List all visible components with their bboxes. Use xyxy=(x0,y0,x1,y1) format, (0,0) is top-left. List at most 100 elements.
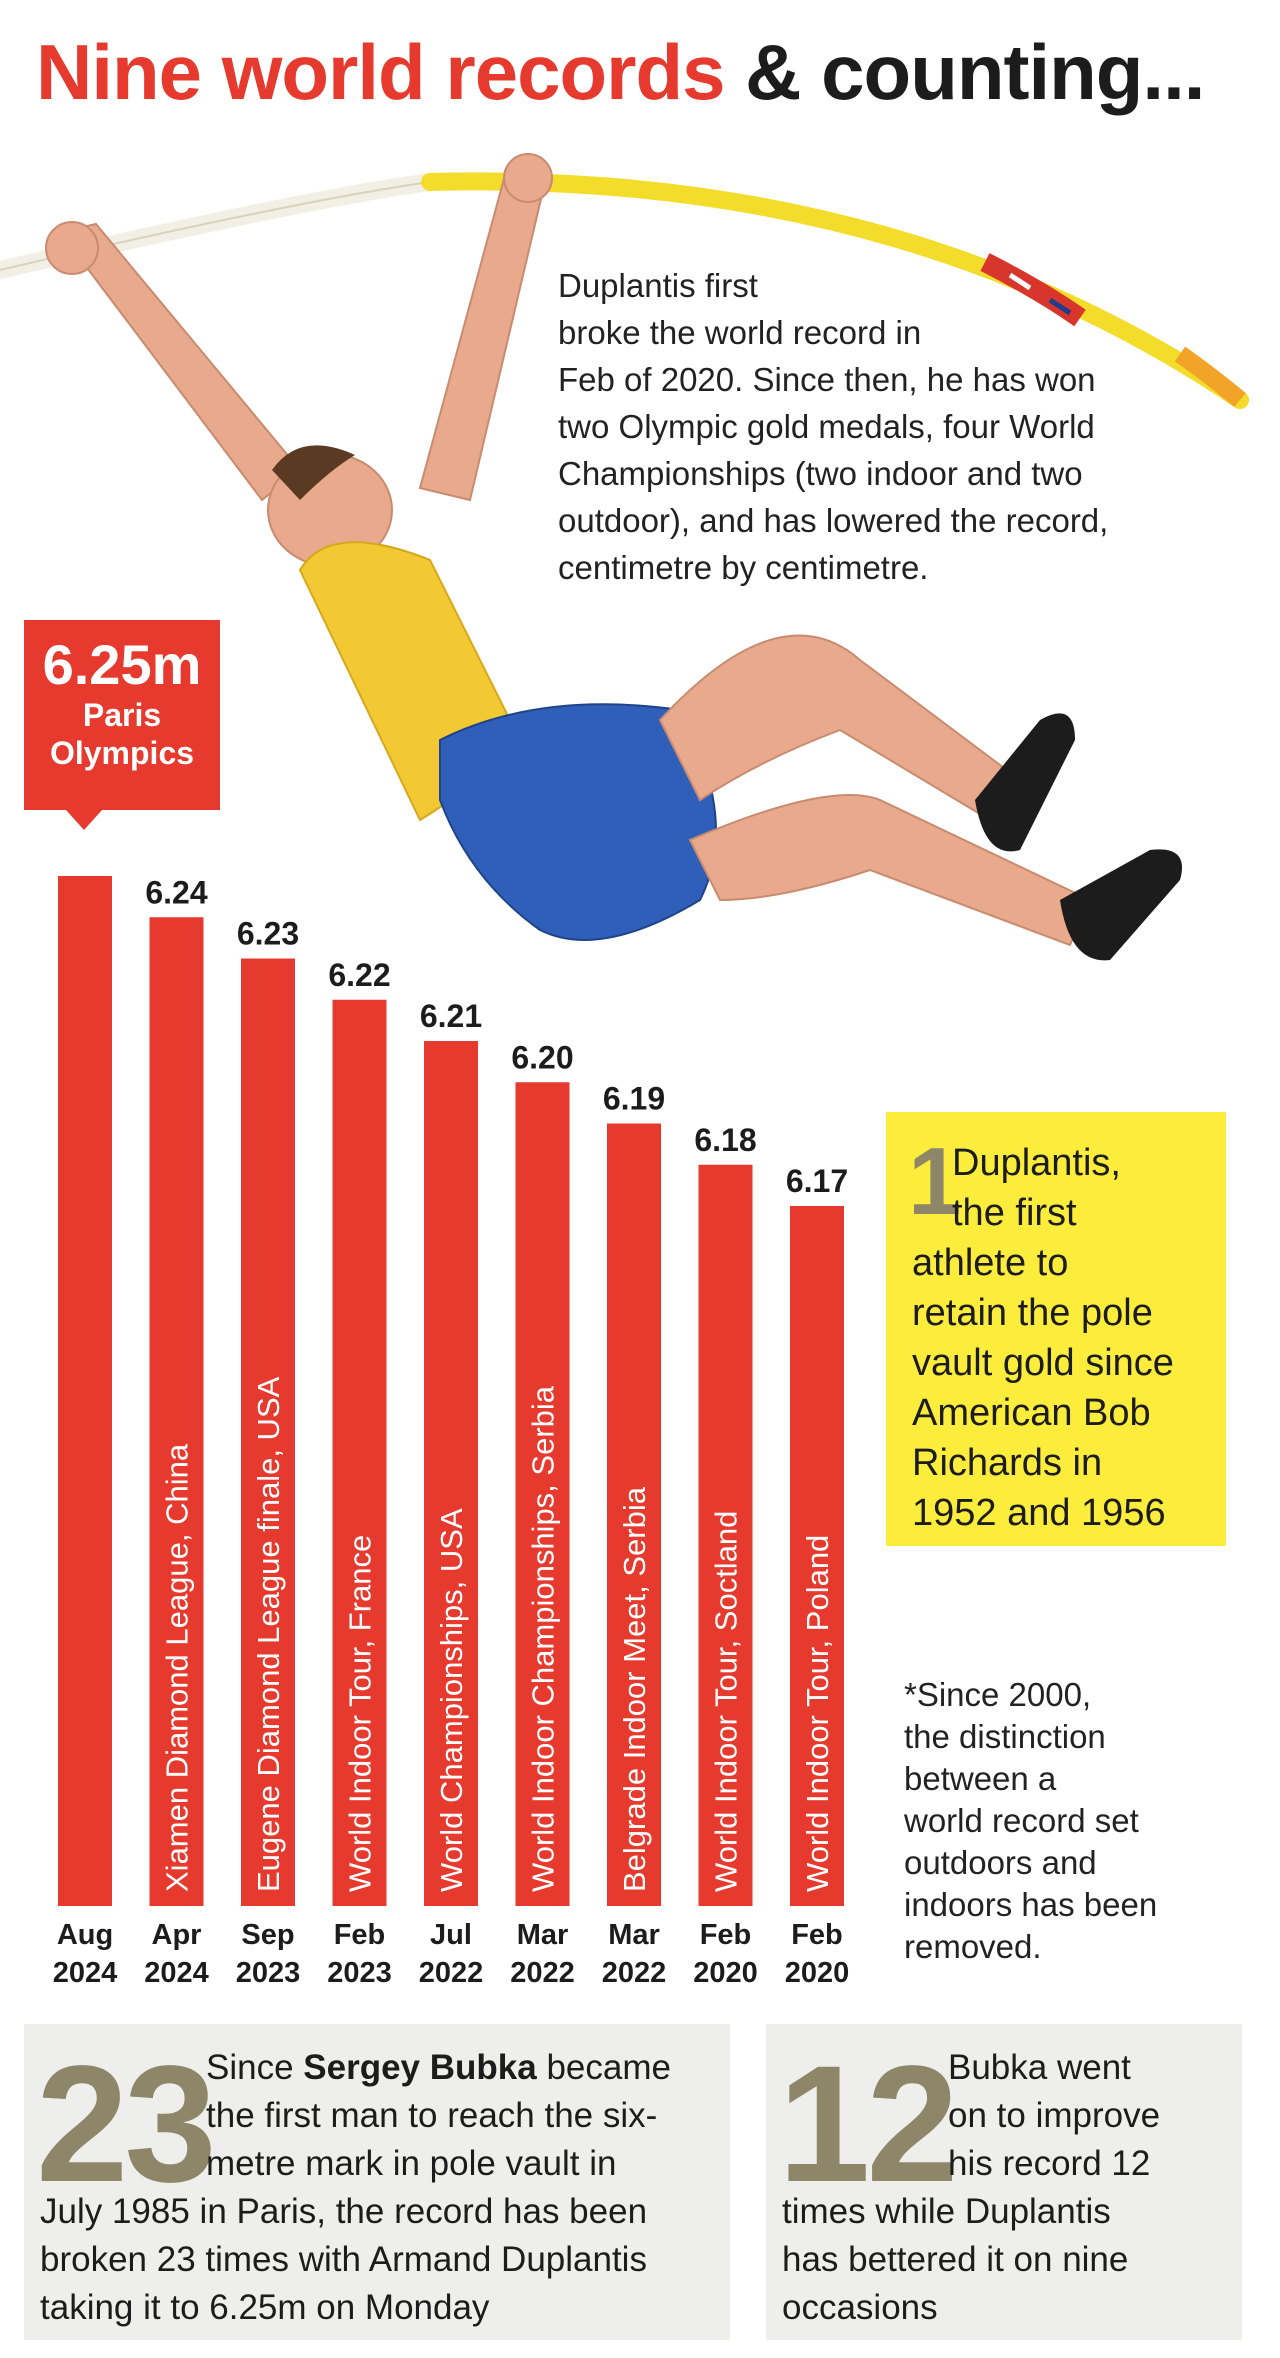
intro-line: Feb of 2020. Since then, he has won xyxy=(558,361,1096,398)
x-tick-month: Aug xyxy=(57,1919,113,1951)
footnote-line: removed. xyxy=(904,1928,1042,1965)
record-callout: 6.25m Paris Olympics xyxy=(24,620,220,810)
stat-number: 23 xyxy=(36,2032,217,2217)
side-note-line: 1952 and 1956 xyxy=(912,1492,1166,1534)
stat-line: broken 23 times with Armand Duplantis xyxy=(40,2240,647,2279)
x-tick-year: 2022 xyxy=(602,1957,667,1989)
bar-venue-label: World Indoor Tour, Poland xyxy=(800,1535,835,1892)
callout-label-line: Olympics xyxy=(49,735,195,771)
stat-line: metre mark in pole vault in xyxy=(206,2144,617,2183)
x-tick-month: Apr xyxy=(152,1919,202,1951)
stat-number: 12 xyxy=(778,2032,959,2217)
athlete-illustration xyxy=(0,153,1249,961)
stat-line: July 1985 in Paris, the record has been xyxy=(40,2192,648,2231)
side-note-line: vault gold since xyxy=(912,1342,1174,1384)
stat-line-pre: Since xyxy=(206,2048,304,2087)
x-tick-month: Feb xyxy=(700,1919,752,1951)
side-note-line: Duplantis, xyxy=(952,1142,1121,1184)
stat-line: Bubka went xyxy=(948,2048,1131,2087)
footnote-line: outdoors and xyxy=(904,1844,1097,1881)
bar-value-label: 6.22 xyxy=(328,957,390,993)
bar xyxy=(149,917,204,1906)
bar xyxy=(698,1164,753,1906)
x-tick-year: 2023 xyxy=(327,1957,392,1989)
intro-line: Championships (two indoor and two xyxy=(558,455,1083,492)
bar xyxy=(790,1206,844,1906)
footnote-line: world record set xyxy=(904,1802,1139,1839)
callout-pointer xyxy=(66,810,102,830)
bar-value-label: 6.21 xyxy=(420,998,482,1034)
stat-line: occasions xyxy=(782,2288,938,2327)
x-tick-year: 2020 xyxy=(785,1957,850,1989)
x-tick-year: 2024 xyxy=(144,1957,209,1989)
athlete-arms xyxy=(45,153,553,502)
side-note-number: 1 xyxy=(908,1128,962,1235)
bar-value-label: 6.19 xyxy=(603,1081,665,1117)
bar-value-label: 6.18 xyxy=(694,1122,756,1158)
bar xyxy=(58,876,112,1906)
footnote-line: indoors has been xyxy=(904,1886,1158,1923)
x-tick-year: 2024 xyxy=(53,1957,118,1989)
x-tick-month: Mar xyxy=(517,1919,569,1951)
callout-label-line: Paris xyxy=(82,697,162,733)
bar xyxy=(332,999,387,1906)
bar-venue-label: Eugene Diamond League finale, USA xyxy=(251,1376,286,1892)
bar-value-label: 6.20 xyxy=(511,1039,573,1075)
stat-line: has bettered it on nine xyxy=(782,2240,1129,2279)
footnote: *Since 2000, the distinction between a w… xyxy=(904,1674,1157,1968)
bar-value-label: 6.24 xyxy=(145,874,207,910)
stat-line: times while Duplantis xyxy=(782,2192,1111,2231)
title-red: Nine world records xyxy=(36,28,725,116)
stat-line-bold: Sergey Bubka xyxy=(303,2048,537,2087)
page-title: Nine world records & counting... xyxy=(36,22,1205,122)
bar-venue-label: World Championships, USA xyxy=(434,1508,469,1892)
callout-value: 6.25m xyxy=(42,633,202,696)
footnote-line: *Since 2000, xyxy=(904,1676,1092,1713)
x-tick-year: 2023 xyxy=(236,1957,301,1989)
intro-line: Duplantis first xyxy=(558,267,758,304)
intro-line: broke the world record in xyxy=(558,314,922,351)
stat-line: taking it to 6.25m on Monday xyxy=(40,2288,490,2327)
bar xyxy=(424,1041,478,1906)
intro-paragraph: Duplantis first broke the world record i… xyxy=(558,262,1258,591)
athlete-shoes xyxy=(975,713,1182,961)
stat-box-bubka-record: 23 Since Sergey Bubka became the first m… xyxy=(24,2024,730,2340)
stat-text: Since Sergey Bubka became the first man … xyxy=(40,2044,671,2332)
bar-value-label: 6.23 xyxy=(237,916,299,952)
bar-venue-label: World Indoor Tour, Soctland xyxy=(709,1511,744,1892)
footnote-line: between a xyxy=(904,1760,1057,1797)
x-tick-month: Mar xyxy=(608,1919,660,1951)
x-tick-month: Feb xyxy=(334,1919,386,1951)
bar-value-label: 6.17 xyxy=(786,1163,848,1199)
stat-text: Bubka went on to improve his record 12 t… xyxy=(782,2044,1160,2332)
bar-venue-label: Belgrade Indoor Meet, Serbia xyxy=(617,1486,652,1892)
bar-venue-label: Xiamen Diamond League, China xyxy=(160,1443,195,1892)
x-tick-year: 2022 xyxy=(510,1957,575,1989)
stat-line: his record 12 xyxy=(948,2144,1151,2183)
records-bar-chart: Aug 2024 6.24 Xiamen Diamond League, China A… xyxy=(53,874,850,1989)
intro-line: centimetre by centimetre. xyxy=(558,549,929,586)
stat-line: Since Sergey Bubka became xyxy=(40,2044,671,2092)
bar-venue-label: World Indoor Tour, France xyxy=(343,1535,378,1892)
stat-line-post: became xyxy=(536,2048,671,2087)
side-note-line: American Bob xyxy=(912,1392,1151,1434)
title-dark: & counting... xyxy=(745,28,1205,116)
side-note-line: retain the pole xyxy=(912,1292,1153,1334)
intro-line: two Olympic gold medals, four World xyxy=(558,408,1095,445)
bar xyxy=(515,1082,570,1906)
x-tick-month: Sep xyxy=(241,1919,294,1951)
side-note-line: athlete to xyxy=(912,1242,1069,1284)
stat-line: on to improve xyxy=(948,2096,1161,2135)
bar xyxy=(607,1123,661,1906)
stat-line: the first man to reach the six- xyxy=(206,2096,658,2135)
side-note-line: Richards in xyxy=(912,1442,1103,1484)
side-note-text: Duplantis, the first athlete to retain t… xyxy=(912,1138,1174,1538)
side-note-line: the first xyxy=(952,1192,1077,1234)
footnote-line: the distinction xyxy=(904,1718,1106,1755)
bar xyxy=(241,958,295,1906)
x-tick-year: 2022 xyxy=(419,1957,484,1989)
athlete-torso xyxy=(298,541,717,941)
x-tick-month: Jul xyxy=(430,1919,472,1951)
intro-line: outdoor), and has lowered the record, xyxy=(558,502,1109,539)
athlete-head xyxy=(267,445,393,567)
